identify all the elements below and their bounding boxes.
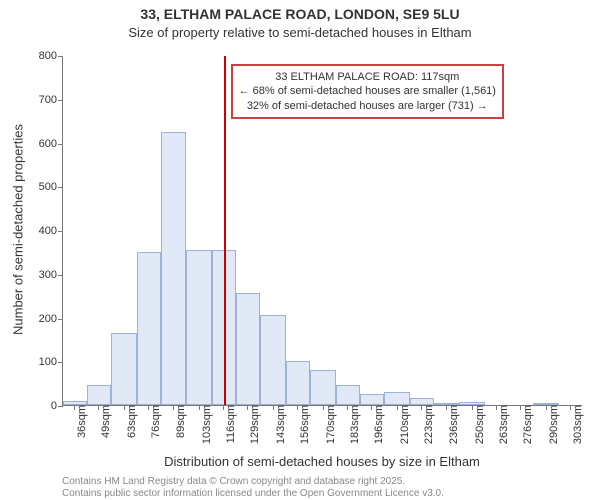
histogram-bar: [310, 370, 336, 405]
y-tick-mark: [58, 56, 63, 57]
callout-line: 33 ELTHAM PALACE ROAD: 117sqm: [239, 70, 496, 84]
histogram-bar: [360, 394, 384, 405]
y-tick-mark: [58, 319, 63, 320]
histogram-bar: [111, 333, 137, 405]
chart-subtitle: Size of property relative to semi-detach…: [0, 25, 600, 40]
x-tick-label: 170sqm: [323, 405, 337, 444]
histogram-bar: [186, 250, 212, 405]
plot-area: 010020030040050060070080036sqm49sqm63sqm…: [62, 56, 582, 406]
x-tick-label: 303sqm: [570, 405, 584, 444]
footer-line-1: Contains HM Land Registry data © Crown c…: [62, 476, 405, 487]
callout-box: 33 ELTHAM PALACE ROAD: 117sqm← 68% of se…: [231, 64, 504, 119]
x-tick-label: 263sqm: [496, 405, 510, 444]
histogram-bar: [161, 132, 185, 405]
y-tick-mark: [58, 406, 63, 407]
x-tick-label: 156sqm: [297, 405, 311, 444]
chart-container: 33, ELTHAM PALACE ROAD, LONDON, SE9 5LU …: [0, 0, 600, 500]
x-tick-label: 223sqm: [421, 405, 435, 444]
x-axis-label: Distribution of semi-detached houses by …: [62, 454, 582, 469]
x-tick-label: 183sqm: [347, 405, 361, 444]
x-tick-label: 250sqm: [472, 405, 486, 444]
histogram-bar: [137, 252, 161, 405]
histogram-bar: [87, 385, 111, 405]
footer-line-2: Contains public sector information licen…: [62, 488, 444, 499]
y-tick-mark: [58, 275, 63, 276]
x-tick-label: 290sqm: [546, 405, 560, 444]
x-tick-label: 116sqm: [223, 405, 237, 443]
callout-line: 32% of semi-detached houses are larger (…: [239, 99, 496, 113]
x-tick-label: 36sqm: [74, 405, 88, 438]
x-tick-label: 89sqm: [173, 405, 187, 438]
y-tick-mark: [58, 144, 63, 145]
marker-line: [224, 56, 226, 405]
histogram-bar: [286, 361, 310, 405]
x-tick-label: 210sqm: [397, 405, 411, 444]
y-tick-mark: [58, 187, 63, 188]
histogram-bar: [260, 315, 286, 405]
histogram-bar: [384, 392, 410, 405]
x-tick-label: 49sqm: [98, 405, 112, 438]
x-tick-label: 143sqm: [273, 405, 287, 444]
histogram-bar: [236, 293, 260, 405]
x-tick-label: 103sqm: [199, 405, 213, 444]
chart-title: 33, ELTHAM PALACE ROAD, LONDON, SE9 5LU: [0, 6, 600, 22]
x-tick-label: 236sqm: [446, 405, 460, 444]
callout-line: ← 68% of semi-detached houses are smalle…: [239, 84, 496, 98]
histogram-bar: [336, 385, 360, 405]
x-tick-label: 276sqm: [520, 405, 534, 444]
x-tick-label: 196sqm: [371, 405, 385, 444]
x-tick-label: 63sqm: [124, 405, 138, 438]
x-tick-label: 76sqm: [148, 405, 162, 438]
x-tick-label: 129sqm: [247, 405, 261, 444]
y-tick-mark: [58, 100, 63, 101]
y-tick-mark: [58, 231, 63, 232]
y-tick-mark: [58, 362, 63, 363]
y-axis-label: Number of semi-detached properties: [11, 120, 26, 340]
